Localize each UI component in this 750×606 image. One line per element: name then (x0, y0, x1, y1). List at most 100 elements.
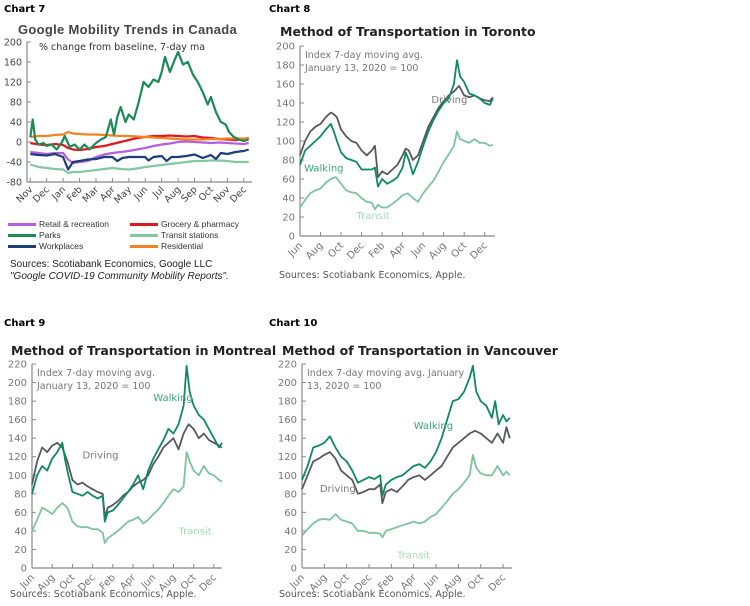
x-tick-label: Feb (367, 240, 387, 260)
y-tick-label: 0 (291, 564, 297, 575)
y-tick-label: 160 (8, 415, 27, 426)
chart-9-title: Method of Transportation in Montreal (11, 343, 277, 358)
y-tick-label: 40 (282, 194, 295, 205)
chart-8-source: Sources: Scotiabank Economics, Apple. (279, 270, 466, 281)
x-tick-label: Jan (49, 184, 68, 203)
y-tick-label: 0 (21, 564, 27, 575)
legend-label: Workplaces (39, 241, 84, 251)
series-line-retail-recreation (30, 140, 249, 165)
series-line-residential (30, 130, 249, 141)
series-line-transit (31, 451, 223, 544)
y-tick-label: 80 (14, 489, 27, 500)
x-tick-label: Jun (286, 240, 306, 260)
y-tick-label: 160 (4, 58, 22, 69)
series-label-transit: Transit (178, 527, 212, 538)
chart-10-panel: Chart 10 Method of Transportation in Van… (265, 310, 558, 606)
series-label-transit: Transit (396, 551, 430, 562)
y-tick-label: 80 (282, 156, 295, 167)
legend-label: Retail & recreation (39, 219, 109, 229)
y-tick-label: 180 (278, 397, 297, 408)
x-tick-label: Oct (326, 240, 346, 260)
legend-item-retail: Retail & recreation (8, 219, 109, 229)
chart-7-label: Chart 7 (4, 4, 46, 15)
chart-7-source-note: "Google COVID-19 Community Mobility Repo… (10, 271, 229, 282)
y-tick-label: 200 (4, 38, 22, 49)
legend-swatch (130, 222, 158, 226)
legend-swatch (8, 244, 36, 248)
chart-annotation: Index 7-day moving avg. (37, 368, 155, 379)
series-label-walking: Walking (153, 393, 192, 404)
y-tick-label: 120 (278, 452, 297, 463)
x-tick-label: Dec (228, 184, 249, 205)
y-tick-label: 100 (8, 471, 27, 482)
legend-label: Residential (161, 241, 204, 251)
chart-annotation: January 13, 2020 = 100 (36, 381, 150, 392)
y-tick-label: 80 (10, 98, 22, 109)
series-line-walking (301, 365, 511, 497)
legend-item-grocery: Grocery & pharmacy (130, 219, 239, 229)
y-tick-label: 20 (14, 545, 27, 556)
series-line-transit (301, 454, 511, 539)
chart-annotation: Index 7-day moving avg. (305, 50, 423, 61)
series-label-walking: Walking (414, 421, 453, 432)
y-tick-label: 100 (278, 471, 297, 482)
legend-item-transit: Transit stations (130, 230, 218, 240)
y-tick-label: -80 (6, 178, 22, 189)
chart-10-label: Chart 10 (269, 318, 318, 329)
x-tick-label: Dec (487, 572, 508, 593)
chart-9-label: Chart 9 (4, 318, 46, 329)
series-line-walking (299, 59, 494, 188)
y-tick-label: 200 (276, 42, 295, 53)
y-tick-label: 60 (284, 508, 297, 519)
x-tick-label: Feb (65, 184, 85, 204)
chart-9-panel: Chart 9 Method of Transportation in Mont… (0, 310, 276, 606)
x-tick-label: Oct (466, 572, 486, 592)
y-tick-label: 100 (276, 137, 295, 148)
y-tick-label: 40 (10, 118, 22, 129)
x-tick-label: Oct (197, 184, 217, 204)
legend-item-workplaces: Workplaces (8, 241, 83, 251)
series-line-transit (299, 130, 494, 211)
legend-item-parks: Parks (8, 230, 61, 240)
chart-7-source: Sources: Scotiabank Economics, Google LL… (10, 259, 213, 270)
series-label-driving: Driving (431, 95, 467, 106)
chart-10-title: Method of Transportation in Vancouver (282, 343, 558, 358)
x-tick-label: Apr (388, 240, 409, 261)
x-tick-label: Dec (345, 240, 366, 261)
y-tick-label: 20 (284, 545, 297, 556)
legend-swatch (8, 233, 36, 237)
series-label-walking: Walking (304, 163, 343, 174)
chart-7-plot: 20016012080400-40-80NovDecJanFebMarAprMa… (4, 38, 252, 206)
chart-7-legend: Retail & recreation Grocery & pharmacy P… (8, 219, 258, 267)
chart-subtitle: % change from baseline, 7-day ma (39, 42, 205, 53)
x-tick-label: Dec (31, 184, 52, 205)
y-tick-label: 160 (278, 415, 297, 426)
y-tick-label: 160 (276, 80, 295, 91)
y-tick-label: 200 (278, 378, 297, 389)
y-tick-label: 220 (8, 360, 27, 371)
series-line-transit-stations (29, 159, 249, 175)
chart-annotation: January 13, 2020 = 100 (304, 63, 418, 74)
legend-swatch (130, 244, 158, 248)
legend-label: Parks (39, 230, 61, 240)
x-tick-label: Jun (131, 184, 150, 203)
y-tick-label: 80 (284, 489, 297, 500)
chart-8-panel: Chart 8 Method of Transportation in Toro… (265, 0, 536, 300)
legend-label: Transit stations (161, 230, 219, 240)
y-tick-label: 60 (14, 508, 27, 519)
chart-7-panel: Chart 7 Google Mobility Trends in Canada… (0, 0, 260, 300)
x-tick-label: Dec (468, 240, 489, 261)
series-line-walking (31, 365, 223, 523)
chart-9-source: Sources: Scotiabank Economics, Apple. (10, 589, 197, 600)
x-tick-label: Aug (304, 240, 326, 262)
chart-8-label: Chart 8 (269, 4, 311, 15)
legend-label: Grocery & pharmacy (161, 219, 239, 229)
legend-swatch (130, 233, 158, 237)
series-line-driving (301, 426, 511, 505)
chart-annotation: 13, 2020 = 100 (307, 381, 381, 392)
y-tick-label: 140 (8, 434, 27, 445)
x-tick-label: Aug (427, 240, 449, 262)
series-line-parks (29, 50, 250, 151)
chart-10-source: Sources: Scotiabank Economics, Apple. (279, 589, 466, 600)
